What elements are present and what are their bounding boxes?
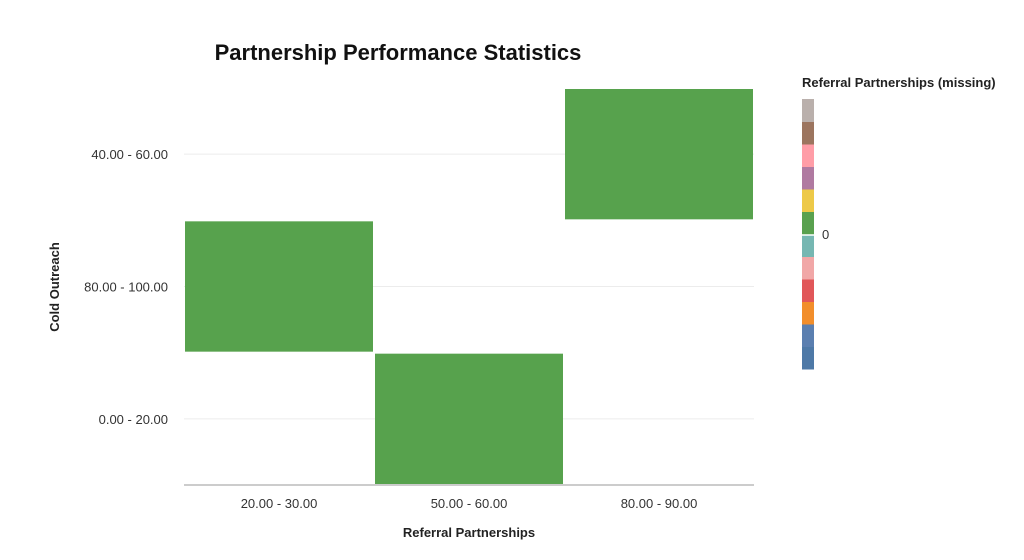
legend-color-segment: [802, 166, 814, 190]
x-axis-title: Referral Partnerships: [403, 525, 535, 540]
legend-color-segment: [802, 256, 814, 280]
heatmap-cell: [375, 353, 563, 484]
y-axis-title: Cold Outreach: [47, 242, 62, 332]
x-tick-label: 20.00 - 30.00: [241, 496, 318, 511]
x-tick-label: 50.00 - 60.00: [431, 496, 508, 511]
x-tick-labels: 20.00 - 30.00 50.00 - 60.00 80.00 - 90.00: [241, 496, 698, 511]
legend-color-segment: [802, 346, 814, 370]
heatmap-cell: [565, 89, 753, 220]
legend-color-segment: [802, 301, 814, 325]
heatmap-cell: [185, 221, 373, 352]
y-tick-label: 80.00 - 100.00: [84, 280, 168, 295]
legend-color-segment: [802, 121, 814, 145]
x-tick-label: 80.00 - 90.00: [621, 496, 698, 511]
y-tick-label: 40.00 - 60.00: [91, 147, 168, 162]
legend-color-segment: [802, 189, 814, 212]
legend-tick-label: 0: [822, 227, 829, 242]
legend-color-segment: [802, 211, 814, 235]
legend-color-segment: [802, 144, 814, 167]
legend-color-segment: [802, 324, 814, 347]
legend-title: Referral Partnerships (missing): [802, 75, 996, 90]
legend-color-segment: [802, 279, 814, 302]
y-tick-labels: 40.00 - 60.00 80.00 - 100.00 0.00 - 20.00: [84, 147, 168, 427]
legend-color-segment: [802, 234, 814, 257]
legend-color-segment: [802, 99, 814, 122]
color-legend: [802, 99, 814, 370]
heatmap-cells: [185, 89, 753, 484]
y-tick-label: 0.00 - 20.00: [99, 412, 168, 427]
chart-title: Partnership Performance Statistics: [215, 40, 582, 65]
